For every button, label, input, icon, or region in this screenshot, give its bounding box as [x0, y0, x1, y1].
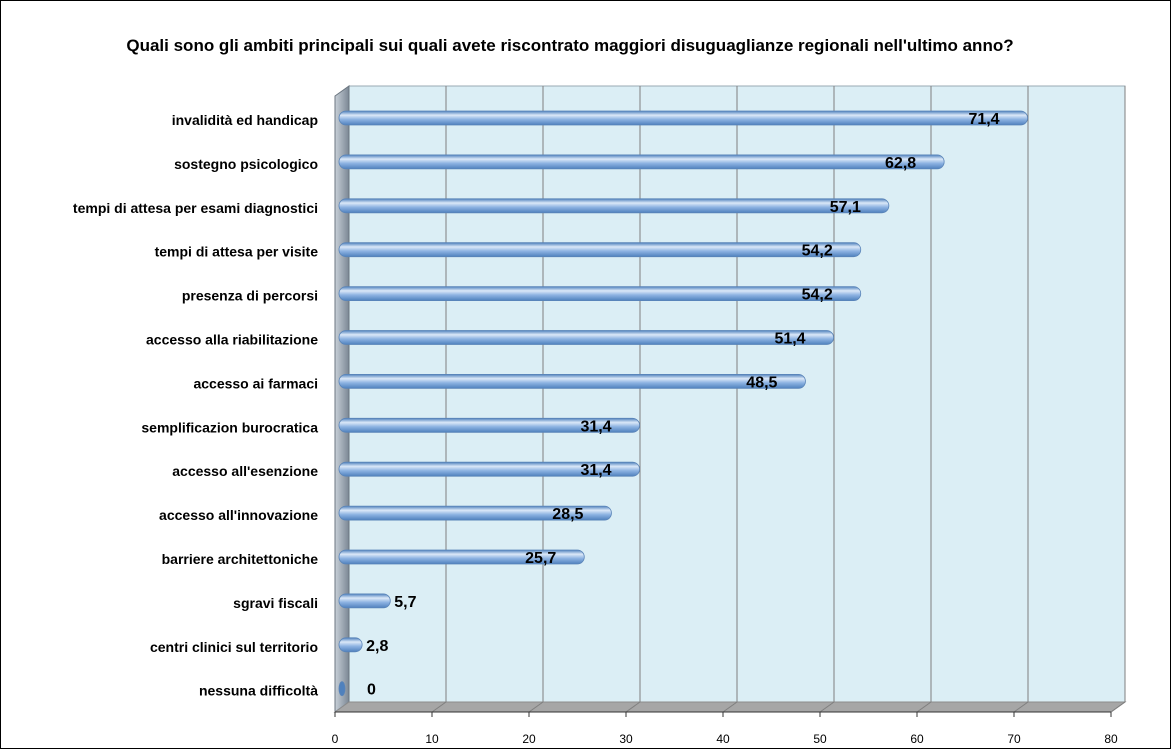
gridline-floor	[431, 701, 447, 713]
x-tick-label: 50	[813, 732, 827, 746]
category-label: tempi di attesa per esami diagnostici	[73, 200, 318, 216]
x-tick-label: 20	[522, 732, 536, 746]
x-tick-label: 40	[716, 732, 730, 746]
bar	[338, 637, 363, 653]
chart-title: Quali sono gli ambiti principali sui qua…	[126, 36, 1014, 55]
gridline-floor	[528, 701, 544, 713]
bar	[338, 242, 862, 258]
x-tick-label: 70	[1007, 732, 1021, 746]
category-label: accesso ai farmaci	[193, 375, 318, 391]
bar	[338, 154, 945, 170]
bar	[338, 417, 640, 433]
gridline-floor	[722, 701, 738, 713]
gridline-floor	[625, 701, 641, 713]
x-tick-label: 0	[332, 732, 339, 746]
bar	[338, 681, 346, 697]
value-label: 51,4	[774, 331, 805, 348]
category-label: barriere architettoniche	[162, 551, 319, 567]
x-tick-label: 10	[425, 732, 439, 746]
value-label: 31,4	[580, 462, 611, 479]
category-label: semplificazion burocratica	[141, 419, 318, 435]
bar	[338, 330, 834, 345]
value-label: 28,5	[552, 506, 583, 523]
category-label: sostegno psicologico	[174, 156, 318, 172]
bar	[338, 198, 890, 214]
category-label: presenza di percorsi	[182, 288, 318, 304]
category-label: centri clinici sul territorio	[150, 639, 318, 655]
bar	[338, 286, 862, 302]
value-label: 62,8	[885, 155, 916, 172]
bar	[338, 549, 585, 565]
value-label: 2,8	[366, 638, 388, 655]
gridline-floor	[1110, 701, 1126, 713]
gridline-floor	[916, 701, 932, 713]
category-label: invalidità ed handicap	[172, 112, 318, 128]
category-label: sgravi fiscali	[233, 595, 318, 611]
value-label: 31,4	[580, 418, 611, 435]
side-wall	[334, 85, 350, 713]
category-label: accesso all'innovazione	[159, 507, 318, 523]
value-label: 5,7	[394, 594, 416, 611]
category-label: accesso alla riabilitazione	[146, 332, 318, 348]
value-label: 71,4	[968, 111, 999, 128]
x-tick-label: 60	[910, 732, 924, 746]
category-label: nessuna difficoltà	[199, 683, 318, 699]
value-label: 0	[367, 682, 376, 699]
value-label: 54,2	[802, 243, 833, 260]
gridline-floor	[819, 701, 835, 713]
bar	[338, 373, 806, 389]
value-label: 54,2	[802, 287, 833, 304]
gridline-floor	[1013, 701, 1029, 713]
x-tick-label: 30	[619, 732, 633, 746]
category-label: tempi di attesa per visite	[155, 244, 319, 260]
bar	[338, 110, 1028, 126]
bar	[338, 593, 391, 609]
value-label: 48,5	[746, 374, 777, 391]
value-label: 57,1	[830, 199, 861, 216]
bar	[338, 461, 640, 477]
bar	[338, 505, 612, 521]
category-label: accesso all'esenzione	[172, 463, 318, 479]
x-tick-label: 80	[1104, 732, 1118, 746]
value-label: 25,7	[525, 550, 556, 567]
